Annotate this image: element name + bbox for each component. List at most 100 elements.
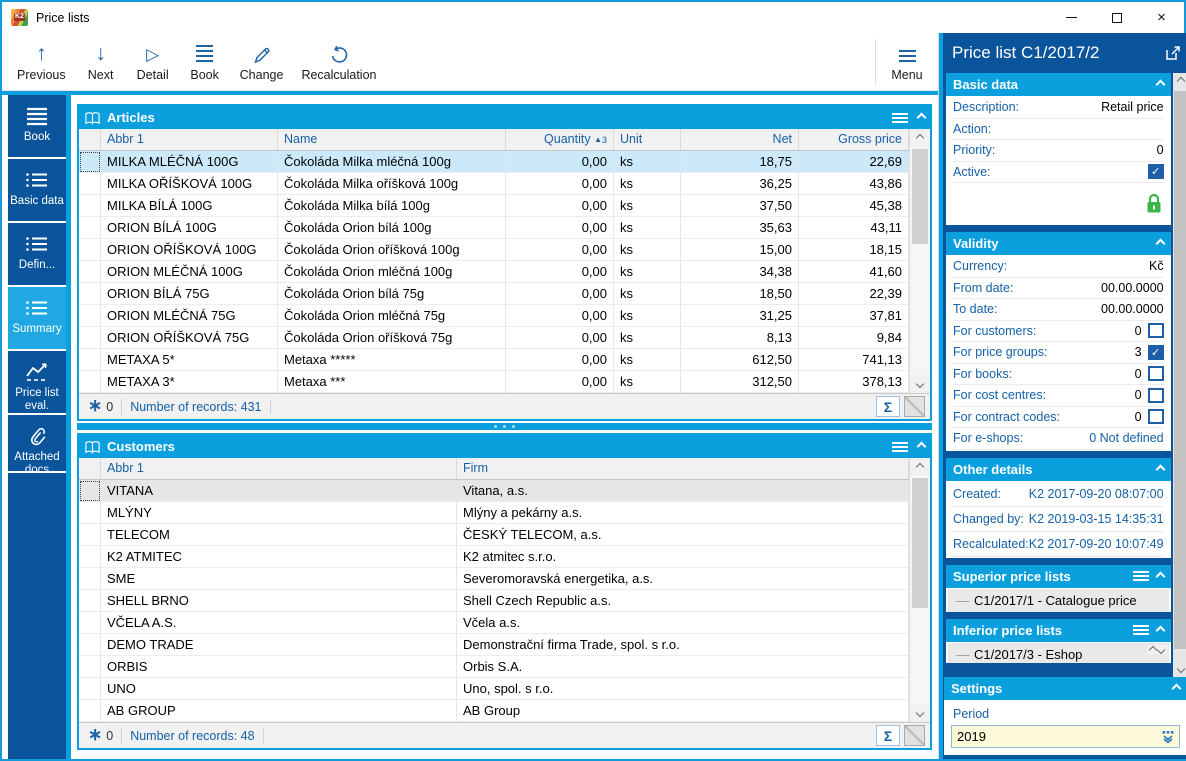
customers-scrollbar[interactable] <box>909 458 930 722</box>
sidebar-item-price-list-eval[interactable]: Price list eval. <box>8 351 66 415</box>
column-header-abbr[interactable]: Abbr 1 <box>101 458 457 479</box>
column-header-abbr[interactable]: Abbr 1 <box>101 129 278 150</box>
table-row[interactable]: ORION BÍLÁ 75G Čokoláda Orion bílá 75g 0,0… <box>79 283 909 305</box>
sum-button[interactable]: Σ <box>876 725 900 746</box>
chevron-down-icon <box>915 379 925 389</box>
column-header-unit[interactable]: Unit <box>614 129 681 150</box>
table-row[interactable]: TELECOM ČESKÝ TELECOM, a.s. <box>79 524 909 546</box>
table-row[interactable]: ORION MLÉČNÁ 75G Čokoláda Orion mléčná 75… <box>79 305 909 327</box>
table-row[interactable]: MLÝNY Mlýny a pekárny a.s. <box>79 502 909 524</box>
sidebar-item-summary[interactable]: Summary <box>8 287 66 351</box>
scroll-thumb[interactable] <box>912 149 928 244</box>
detail-button[interactable]: ▷ Detail <box>136 45 169 82</box>
table-row[interactable]: MILKA MLÉČNÁ 100G Čokoláda Milka mléčná 1… <box>79 151 909 173</box>
sidebar-item-book[interactable]: Book <box>8 95 66 159</box>
table-row[interactable]: ORION OŘÍŠKOVÁ 100G Čokoláda Orion oříško… <box>79 239 909 261</box>
cell: ORION MLÉČNÁ 100G <box>101 261 278 283</box>
previous-button[interactable]: ↑ Previous <box>17 42 66 83</box>
maximize-button[interactable] <box>1094 3 1139 32</box>
column-header-gross[interactable]: Gross price <box>799 129 909 150</box>
table-row[interactable]: METAXA 5* Metaxa ***** 0,00 ks 612,50 741,13 <box>79 349 909 371</box>
menu-button[interactable]: Menu <box>876 33 938 90</box>
sidebar-item-attached-docs[interactable]: Attached docs <box>8 415 66 476</box>
collapse-chevron-up-icon[interactable] <box>1155 79 1166 90</box>
cell: Čokoláda Milka bílá 100g <box>278 195 506 217</box>
checkbox-checked[interactable]: ✓ <box>1147 344 1164 360</box>
cell: 378,13 <box>799 371 909 393</box>
selector-column-header[interactable] <box>79 129 101 150</box>
table-row[interactable]: K2 ATMITEC K2 atmitec s.r.o. <box>79 546 909 568</box>
sum-button[interactable]: Σ <box>876 396 900 417</box>
table-row[interactable]: AB GROUP AB Group <box>79 700 909 722</box>
checkbox-unchecked[interactable] <box>1147 366 1164 382</box>
minimize-button[interactable] <box>1049 3 1094 32</box>
panel-menu-icon[interactable] <box>892 441 908 452</box>
checkbox-unchecked[interactable] <box>1147 323 1164 339</box>
mini-scroll-buttons[interactable] <box>1146 644 1167 655</box>
checkbox-unchecked[interactable] <box>1147 387 1164 403</box>
scroll-track[interactable] <box>910 476 930 704</box>
scroll-up-button[interactable] <box>910 458 930 476</box>
open-in-window-icon[interactable] <box>1165 45 1181 61</box>
table-row[interactable]: SME Severomoravská energetika, a.s. <box>79 568 909 590</box>
section-menu-icon[interactable] <box>1132 571 1149 581</box>
collapse-chevron-up-icon[interactable] <box>1155 464 1166 474</box>
detail-panel-scrollbar[interactable] <box>1172 73 1186 677</box>
column-header-quantity[interactable]: Quantity ▲3 <box>506 129 614 150</box>
scroll-thumb[interactable] <box>1173 91 1186 649</box>
selector-column-header[interactable] <box>79 458 101 479</box>
scroll-track[interactable] <box>910 147 930 375</box>
table-row[interactable]: MILKA BÍLÁ 100G Čokoláda Milka bílá 100g 0… <box>79 195 909 217</box>
collapse-chevron-up-icon[interactable] <box>916 441 927 452</box>
scroll-up-button[interactable] <box>1172 73 1186 89</box>
collapse-chevron-up-icon[interactable] <box>1155 238 1166 249</box>
table-row[interactable]: ORION MLÉČNÁ 100G Čokoláda Orion mléčná 1… <box>79 261 909 283</box>
scroll-down-button[interactable] <box>1172 661 1186 677</box>
collapse-chevron-up-icon[interactable] <box>1155 625 1166 635</box>
close-icon: × <box>1157 9 1166 26</box>
collapse-chevron-up-icon[interactable] <box>1171 683 1182 694</box>
column-header-name[interactable]: Name <box>278 129 506 150</box>
table-row[interactable]: VITANA Vitana, a.s. <box>79 480 909 502</box>
list-item[interactable]: — C1/2017/1 - Catalogue price <box>948 588 1169 612</box>
change-button[interactable]: Change <box>231 33 293 90</box>
scroll-thumb[interactable] <box>912 478 928 608</box>
tree-dash: — <box>956 646 970 662</box>
collapse-chevron-up-icon[interactable] <box>1155 571 1166 581</box>
table-row[interactable]: ORBIS Orbis S.A. <box>79 656 909 678</box>
checkbox-checked[interactable]: ✓ <box>1147 164 1164 180</box>
list-item[interactable]: — C1/2017/3 - Eshop <box>948 642 1169 663</box>
toolbar-spacer <box>385 33 875 90</box>
column-header-net[interactable]: Net <box>681 129 799 150</box>
column-header-firm[interactable]: Firm <box>457 458 909 479</box>
panel-menu-icon[interactable] <box>892 112 908 123</box>
table-row[interactable]: UNO Uno, spol. s r.o. <box>79 678 909 700</box>
period-dropdown-button[interactable] <box>1157 726 1179 747</box>
scroll-down-button[interactable] <box>910 375 930 393</box>
next-button[interactable]: ↓ Next <box>87 42 114 83</box>
period-input[interactable] <box>952 729 1157 744</box>
panel-splitter[interactable] <box>77 421 932 433</box>
sidebar-item-basic-data[interactable]: Basic data <box>8 159 66 223</box>
checkbox-unchecked[interactable] <box>1147 409 1164 425</box>
table-row[interactable]: ORION BÍLÁ 100G Čokoláda Orion bílá 100g 0… <box>79 217 909 239</box>
splitter-handle[interactable] <box>77 423 932 430</box>
scroll-track[interactable] <box>1173 89 1186 661</box>
table-row[interactable]: ORION OŘÍŠKOVÁ 75G Čokoláda Orion oříškov… <box>79 327 909 349</box>
scroll-up-button[interactable] <box>910 129 930 147</box>
table-row[interactable]: MILKA OŘÍŠKOVÁ 100G Čokoláda Milka oříško… <box>79 173 909 195</box>
table-row[interactable]: VČELA A.S. Včela a.s. <box>79 612 909 634</box>
close-button[interactable]: × <box>1139 3 1184 32</box>
table-row[interactable]: METAXA 3* Metaxa *** 0,00 ks 312,50 378,13 <box>79 371 909 393</box>
articles-scrollbar[interactable] <box>909 129 930 393</box>
sidebar-item-definition[interactable]: Defin... <box>8 223 66 287</box>
collapse-chevron-up-icon[interactable] <box>916 112 927 123</box>
arrow-up-icon: ↑ <box>36 42 47 65</box>
section-menu-icon[interactable] <box>1132 625 1149 635</box>
book-button[interactable]: Book <box>179 33 231 90</box>
table-row[interactable]: DEMO TRADE Demonstrační firma Trade, spol… <box>79 634 909 656</box>
cell: Severomoravská energetika, a.s. <box>457 568 909 590</box>
table-row[interactable]: SHELL BRNO Shell Czech Republic a.s. <box>79 590 909 612</box>
scroll-down-button[interactable] <box>910 704 930 722</box>
recalculation-button[interactable]: Recalculation <box>292 33 385 90</box>
